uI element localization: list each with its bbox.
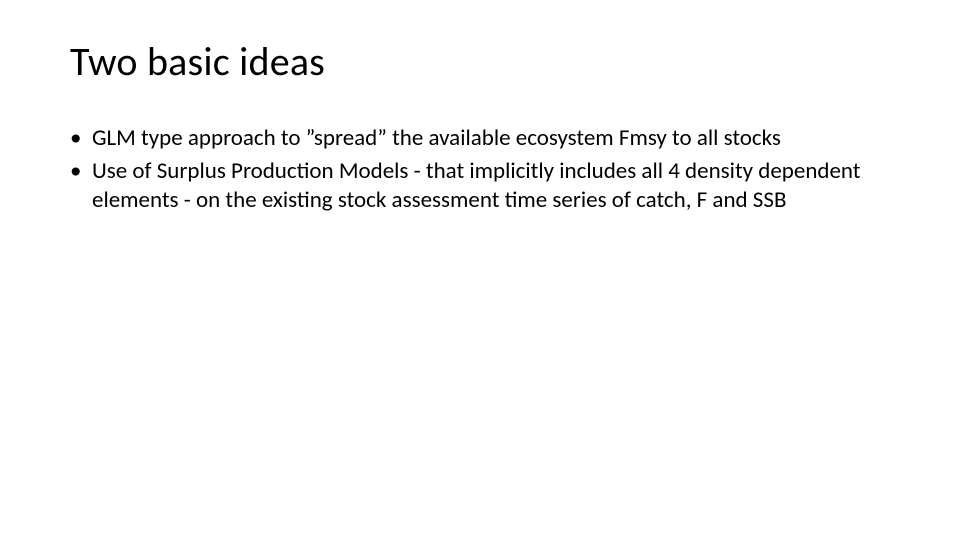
slide-title: Two basic ideas: [70, 40, 890, 84]
bullet-text: Use of Surplus Production Models - that …: [92, 157, 861, 214]
bullet-text: GLM type approach to ”spread” the availa…: [92, 124, 781, 152]
bullet-list: GLM type approach to ”spread” the availa…: [70, 124, 890, 214]
slide: Two basic ideas GLM type approach to ”sp…: [0, 0, 960, 540]
list-item: Use of Surplus Production Models - that …: [70, 157, 890, 215]
list-item: GLM type approach to ”spread” the availa…: [70, 124, 890, 153]
